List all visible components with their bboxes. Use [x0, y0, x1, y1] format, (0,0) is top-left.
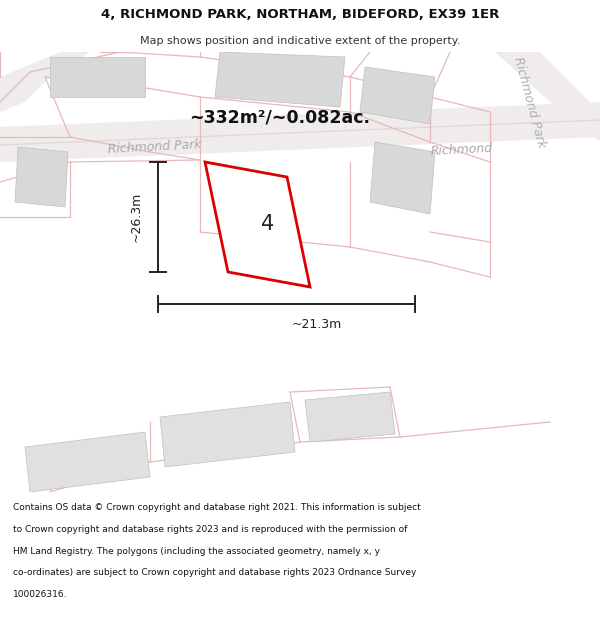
Polygon shape — [360, 67, 435, 124]
Text: ~26.3m: ~26.3m — [130, 192, 143, 242]
Text: Contains OS data © Crown copyright and database right 2021. This information is : Contains OS data © Crown copyright and d… — [13, 503, 421, 512]
Polygon shape — [370, 142, 435, 214]
Polygon shape — [205, 162, 310, 287]
Text: co-ordinates) are subject to Crown copyright and database rights 2023 Ordnance S: co-ordinates) are subject to Crown copyr… — [13, 569, 416, 578]
Text: ~332m²/~0.082ac.: ~332m²/~0.082ac. — [190, 108, 371, 126]
Polygon shape — [50, 57, 145, 97]
Text: Richmond: Richmond — [430, 142, 493, 158]
Polygon shape — [160, 402, 295, 467]
Text: 100026316.: 100026316. — [13, 591, 68, 599]
Text: Richmond Park: Richmond Park — [108, 138, 202, 156]
Text: 4, RICHMOND PARK, NORTHAM, BIDEFORD, EX39 1ER: 4, RICHMOND PARK, NORTHAM, BIDEFORD, EX3… — [101, 8, 499, 21]
Polygon shape — [490, 52, 600, 142]
Polygon shape — [305, 392, 395, 442]
Text: Richmond Park: Richmond Park — [512, 55, 548, 149]
Text: HM Land Registry. The polygons (including the associated geometry, namely x, y: HM Land Registry. The polygons (includin… — [13, 546, 380, 556]
Text: ~21.3m: ~21.3m — [292, 318, 341, 331]
Polygon shape — [15, 147, 68, 207]
Polygon shape — [215, 52, 345, 107]
Text: 4: 4 — [261, 214, 274, 234]
Polygon shape — [25, 432, 150, 492]
Polygon shape — [0, 102, 600, 162]
Text: Map shows position and indicative extent of the property.: Map shows position and indicative extent… — [140, 36, 460, 46]
Polygon shape — [0, 52, 90, 112]
Text: to Crown copyright and database rights 2023 and is reproduced with the permissio: to Crown copyright and database rights 2… — [13, 524, 407, 534]
